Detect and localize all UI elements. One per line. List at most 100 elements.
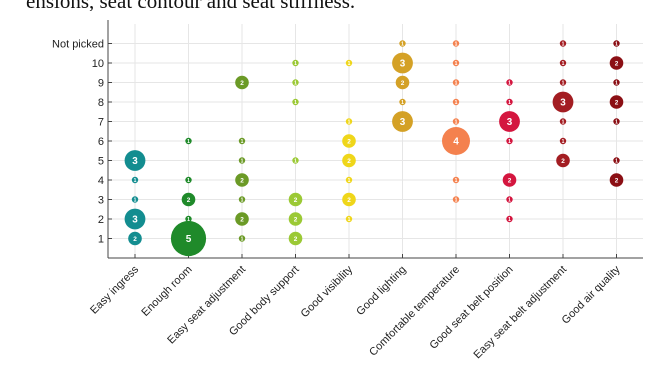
bubble-mark — [506, 98, 513, 106]
bubble-mark — [559, 118, 567, 125]
bubble-count-label: 1 — [455, 178, 458, 184]
y-tick-label: 5 — [98, 156, 104, 168]
bubble-mark — [613, 157, 620, 164]
bubble-count-label: 1 — [294, 80, 297, 86]
y-tick-label: 10 — [92, 58, 104, 70]
bubble-count-label: 1 — [187, 217, 190, 223]
bubble-mark — [235, 173, 249, 187]
bubble-count-label: 1 — [134, 197, 137, 203]
bubble-mark — [392, 52, 413, 74]
bubble-mark — [609, 95, 624, 109]
bubble-count-label: 1 — [562, 80, 565, 86]
bubble-mark — [238, 157, 246, 164]
bubble-mark — [124, 150, 146, 171]
bubble-count-label: 1 — [294, 61, 297, 67]
bubble-count-label: 1 — [455, 119, 458, 125]
bubble-mark — [452, 196, 460, 203]
bubble-count-label: 2 — [347, 138, 351, 145]
bubble-count-label: 2 — [187, 197, 191, 204]
bubble-count-label: 1 — [455, 61, 458, 67]
bubble-count-label: 3 — [132, 214, 138, 225]
bubble-mark — [506, 215, 513, 223]
bubble-count-label: 2 — [401, 80, 405, 87]
bubble-mark — [613, 79, 620, 86]
x-tick-label: Easy ingress — [88, 263, 141, 316]
bubble-count-label: 5 — [186, 234, 192, 245]
y-tick-label: 1 — [98, 234, 104, 246]
bubble-mark — [452, 98, 460, 106]
bubble-count-label: 2 — [294, 216, 298, 223]
bubble-count-label: 2 — [615, 60, 619, 67]
bubble-count-label: 1 — [455, 100, 458, 106]
bubble-mark — [181, 192, 196, 207]
x-tick-label: Good lighting — [354, 264, 408, 318]
bubble-count-label: 1 — [401, 41, 404, 47]
bubble-count-label: 1 — [455, 41, 458, 47]
bubble-mark — [288, 231, 303, 246]
bubble-mark — [288, 212, 303, 226]
bubble-mark — [238, 235, 246, 242]
bubble-mark — [559, 59, 567, 67]
bubble-mark — [131, 196, 139, 203]
bubble-count-label: 3 — [507, 117, 513, 128]
bubble-count-label: 2 — [240, 216, 244, 223]
bubble-mark — [506, 137, 513, 145]
bubble-mark — [238, 196, 246, 203]
bubble-mark — [345, 176, 353, 184]
bubble-count-label: 1 — [615, 119, 618, 125]
bubble-count-label: 1 — [348, 61, 351, 67]
bubble-mark — [559, 79, 567, 86]
y-tick-label: Not picked — [52, 39, 104, 51]
bubble-mark — [452, 118, 460, 125]
bubble-count-label: 2 — [508, 177, 512, 184]
axes — [107, 20, 643, 259]
bubble-mark — [345, 59, 353, 67]
bubble-count-label: 1 — [562, 41, 565, 47]
bubble-count-label: 1 — [615, 41, 618, 47]
bubble-mark — [499, 111, 520, 132]
bubble-mark — [238, 137, 246, 145]
bubble-mark — [185, 137, 192, 145]
bubble-count-label: 2 — [240, 80, 244, 87]
bubble-mark — [399, 98, 406, 106]
bubble-mark — [292, 157, 299, 164]
bubble-mark — [235, 212, 249, 226]
bubble-mark — [124, 208, 146, 230]
bubble-mark — [395, 75, 410, 90]
bubble-count-label: 1 — [508, 80, 511, 86]
caption-fragment: ensions, seat contour and seat stiffness… — [0, 0, 657, 11]
bubble-mark — [502, 173, 517, 187]
bubble-count-label: 1 — [562, 61, 565, 67]
bubble-mark — [613, 118, 620, 125]
bubble-count-label: 2 — [294, 197, 298, 204]
bubble-mark — [452, 79, 460, 86]
bubble-mark — [442, 127, 470, 155]
bubble-count-label: 1 — [241, 158, 244, 164]
bubble-mark — [185, 176, 192, 184]
bubble-mark — [288, 192, 303, 207]
bubble-count-label: 2 — [615, 99, 619, 106]
bubble-mark — [452, 176, 460, 184]
bubble-mark — [235, 75, 249, 90]
bubble-mark — [185, 215, 192, 223]
bubbles: 2 3 1 1 3 5 1 2 1 1 1 2 1 2 1 1 2 2 2 2 1 1 1 1 1 2 1 2 2 1 1 3 1 2 3 1 1 1 4 1… — [124, 40, 624, 257]
x-tick-label: Good air quality — [560, 263, 623, 326]
bubble-mark — [506, 79, 513, 86]
bubble-mark — [609, 56, 624, 70]
bubble-count-label: 1 — [241, 236, 244, 242]
bubble-count-label: 1 — [615, 80, 618, 86]
bubble-count-label: 3 — [560, 97, 566, 108]
bubble-mark — [556, 153, 570, 168]
bubble-count-label: 2 — [561, 158, 565, 165]
bubble-count-label: 1 — [562, 119, 565, 125]
bubble-mark — [609, 173, 624, 187]
bubble-count-label: 2 — [240, 177, 244, 184]
bubble-mark — [292, 79, 299, 86]
bubble-mark — [128, 231, 142, 246]
bubble-count-label: 1 — [348, 217, 351, 223]
x-tick-label: Good visibility — [299, 263, 356, 320]
bubble-count-label: 1 — [508, 197, 511, 203]
x-tick-label: Enough room — [139, 264, 194, 319]
bubble-count-label: 2 — [347, 158, 351, 165]
